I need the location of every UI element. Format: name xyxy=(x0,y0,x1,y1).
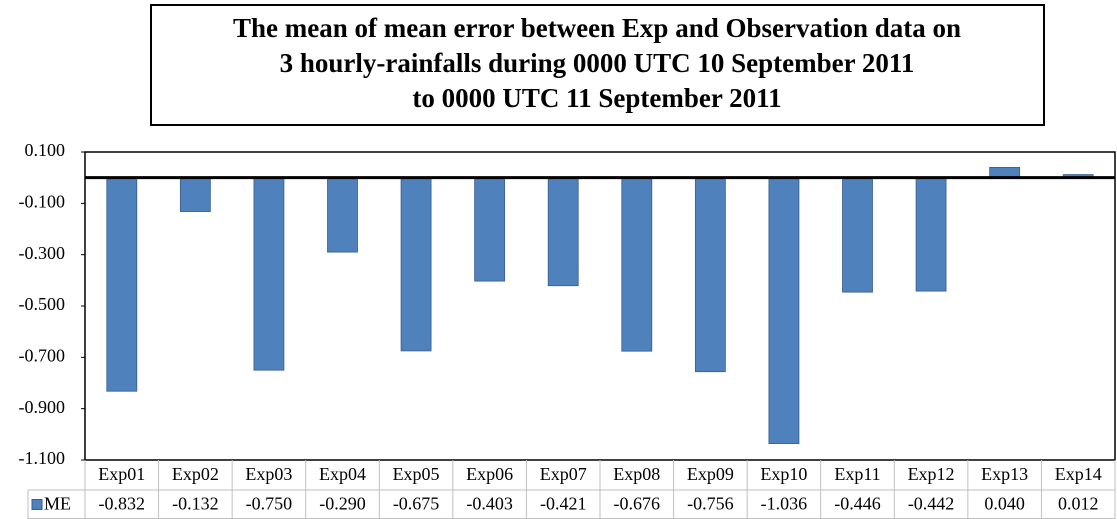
y-tick-label: -0.900 xyxy=(19,397,66,417)
data-label: -0.446 xyxy=(834,494,881,514)
bar xyxy=(768,177,800,444)
x-tick-label: Exp07 xyxy=(540,464,587,484)
data-label: -0.756 xyxy=(687,494,734,514)
x-tick-label: Exp03 xyxy=(245,464,292,484)
y-tick-label: -0.300 xyxy=(19,243,66,263)
chart-title: to 0000 UTC 11 September 2011 xyxy=(412,83,781,113)
bar xyxy=(474,177,506,282)
data-label: -0.675 xyxy=(393,494,440,514)
data-label: -0.832 xyxy=(99,494,146,514)
data-label: -0.132 xyxy=(172,494,219,514)
bar xyxy=(400,177,432,352)
data-label: -0.676 xyxy=(614,494,661,514)
y-tick-label: -1.100 xyxy=(19,448,66,468)
x-tick-label: Exp04 xyxy=(319,464,366,484)
x-tick-label: Exp01 xyxy=(98,464,145,484)
chart-title: The mean of mean error between Exp and O… xyxy=(233,13,961,43)
y-tick-label: 0.100 xyxy=(25,140,66,160)
bar xyxy=(327,177,358,253)
bar xyxy=(915,177,947,292)
legend-label: ME xyxy=(44,494,71,514)
data-label: -0.403 xyxy=(466,494,513,514)
bar xyxy=(179,177,211,212)
y-tick-label: -0.100 xyxy=(19,191,66,211)
y-tick-label: -0.500 xyxy=(19,294,66,314)
x-tick-label: Exp14 xyxy=(1055,464,1102,484)
x-tick-label: Exp05 xyxy=(393,464,440,484)
bar xyxy=(547,177,579,287)
data-label: -0.421 xyxy=(540,494,587,514)
bar xyxy=(106,177,138,392)
x-tick-label: Exp13 xyxy=(981,464,1028,484)
x-tick-label: Exp10 xyxy=(760,464,807,484)
y-tick-label: -0.700 xyxy=(19,345,66,365)
legend-swatch xyxy=(31,499,43,510)
x-tick-label: Exp02 xyxy=(172,464,219,484)
bar xyxy=(694,177,726,373)
data-label: -0.750 xyxy=(246,494,293,514)
x-tick-label: Exp06 xyxy=(466,464,513,484)
plot-area xyxy=(84,151,1116,461)
data-label: -0.442 xyxy=(908,494,955,514)
x-tick-label: Exp09 xyxy=(687,464,734,484)
x-tick-label: Exp12 xyxy=(908,464,955,484)
data-label: -0.290 xyxy=(319,494,366,514)
x-tick-label: Exp11 xyxy=(834,464,880,484)
data-label: -1.036 xyxy=(761,494,808,514)
chart-title: 3 hourly-rainfalls during 0000 UTC 10 Se… xyxy=(280,48,915,78)
title-box xyxy=(150,4,1045,126)
data-label: 0.012 xyxy=(1058,494,1099,514)
data-label: 0.040 xyxy=(984,494,1025,514)
bar xyxy=(989,166,1021,179)
x-tick-label: Exp08 xyxy=(613,464,660,484)
bar xyxy=(842,177,873,293)
bar xyxy=(621,177,653,352)
bar xyxy=(253,177,285,371)
